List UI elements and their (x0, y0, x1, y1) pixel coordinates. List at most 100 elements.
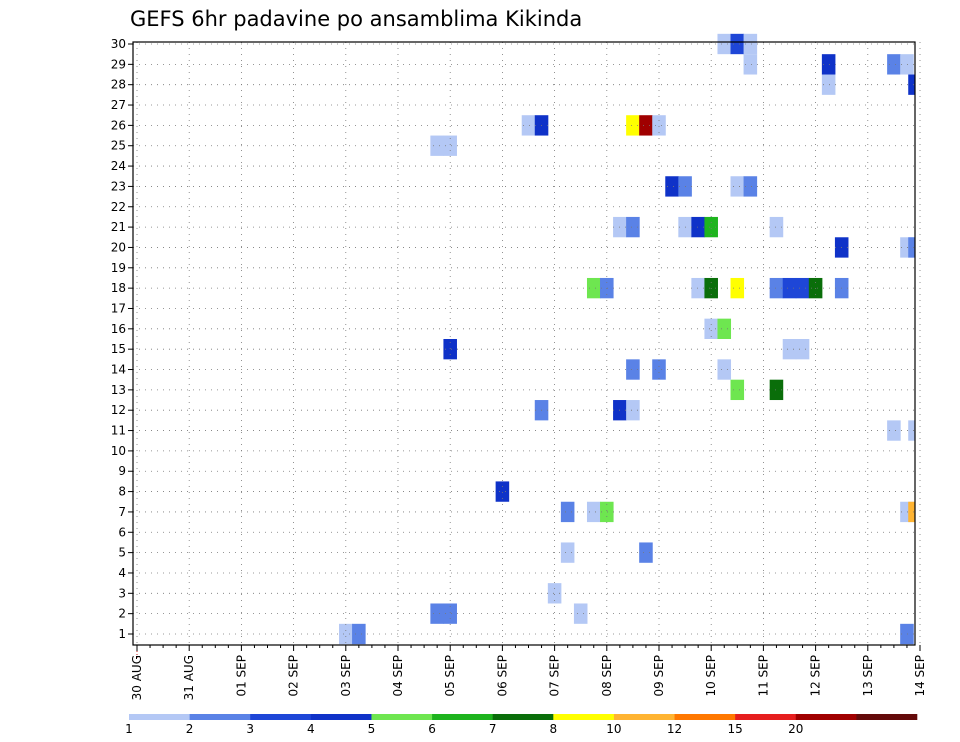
precip-cell (443, 603, 457, 624)
precip-cell (626, 216, 640, 238)
colorbar-label: 8 (549, 722, 557, 736)
y-tick-label: 22 (111, 200, 126, 214)
y-tick-label: 12 (111, 403, 126, 417)
plot-frame (132, 41, 916, 646)
precip-cell (586, 501, 601, 523)
precip-cell (443, 135, 457, 156)
precip-cell (639, 542, 653, 563)
x-tick-label: 04 SEP (391, 655, 405, 697)
colorbar-swatch (674, 714, 736, 720)
colorbar-swatch (795, 714, 857, 720)
y-tick-label: 19 (111, 261, 126, 275)
precip-cell (769, 216, 784, 238)
colorbar-label: 20 (788, 722, 803, 736)
precip-cell (782, 339, 797, 360)
y-tick-label: 7 (118, 505, 126, 519)
precip-cell (547, 583, 562, 604)
colorbar-label: 2 (186, 722, 194, 736)
x-tick-label: 01 SEP (234, 655, 248, 697)
precip-cell (730, 277, 745, 299)
y-tick-label: 25 (111, 139, 126, 153)
colorbar-swatch (371, 714, 433, 720)
colorbar-swatch (735, 714, 797, 720)
x-tick-label: 30 AUG (130, 655, 144, 700)
precip-cell (795, 277, 810, 299)
x-tick-label: 09 SEP (652, 655, 666, 697)
precip-cell (769, 277, 784, 299)
y-tick-label: 1 (118, 627, 126, 641)
grid (133, 42, 921, 660)
precip-cell (821, 74, 836, 95)
colorbar: 1 2 3 4 5 6 7 8 10 12 15 20 (125, 714, 918, 736)
y-tick-label: 3 (118, 586, 126, 600)
colorbar-label: 1 (125, 722, 133, 736)
y-tick-label: 2 (118, 607, 126, 621)
colorbar-swatch (250, 714, 312, 720)
y-tick-label: 24 (111, 159, 126, 173)
precip-cell (443, 339, 457, 360)
colorbar-swatch (492, 714, 554, 720)
colorbar-label: 5 (368, 722, 376, 736)
precip-cell (769, 379, 784, 401)
x-tick-label: 07 SEP (548, 655, 562, 697)
precip-cell (560, 501, 575, 523)
colorbar-swatch (432, 714, 493, 720)
precip-cell (430, 135, 444, 156)
precip-cell (908, 237, 915, 258)
precip-cell (639, 115, 653, 136)
y-tick-label: 28 (111, 78, 126, 92)
y-tick-label: 29 (111, 57, 126, 71)
x-tick-label: 12 SEP (809, 655, 823, 697)
y-tick-label: 21 (111, 220, 126, 234)
precip-cell (560, 542, 575, 563)
colorbar-swatch (856, 714, 918, 720)
colorbar-swatch (129, 714, 190, 720)
precip-cell (730, 379, 745, 401)
y-tick-label: 4 (118, 566, 126, 580)
precip-cell (521, 115, 536, 136)
precip-cell (704, 216, 718, 238)
precip-cell (743, 33, 758, 55)
precip-cell (691, 216, 705, 238)
precip-cell (626, 115, 640, 136)
precip-cell (691, 277, 705, 299)
precip-cell (495, 481, 510, 502)
y-tick-label: 6 (118, 525, 126, 539)
precip-cell (743, 176, 758, 197)
precip-cell (717, 359, 732, 380)
precip-cell (908, 74, 915, 95)
x-tick-label: 14 SEP (913, 655, 927, 697)
colorbar-label: 4 (307, 722, 315, 736)
y-tick-label: 9 (118, 464, 126, 478)
y-tick-label: 23 (111, 179, 126, 193)
y-tick-label: 10 (111, 444, 126, 458)
y-tick-label: 16 (111, 322, 126, 336)
precip-cell (795, 339, 810, 360)
x-tick-label: 11 SEP (756, 655, 770, 697)
colorbar-label: 6 (428, 722, 436, 736)
precip-cell (717, 33, 732, 55)
x-tick-label: 08 SEP (600, 655, 614, 697)
x-tick-label: 31 AUG (182, 655, 196, 700)
y-tick-label: 17 (111, 301, 126, 315)
colorbar-swatch (310, 714, 372, 720)
precip-cell (887, 420, 901, 441)
colorbar-swatch (189, 714, 251, 720)
x-tick-label: 10 SEP (704, 655, 718, 697)
precip-cell (665, 176, 679, 197)
precip-cell (730, 176, 745, 197)
precip-cell (704, 318, 718, 339)
y-tick-label: 18 (111, 281, 126, 295)
colorbar-swatch (553, 714, 615, 720)
colorbar-label: 3 (246, 722, 254, 736)
colorbar-swatch (613, 714, 675, 720)
precip-cell (821, 54, 836, 75)
y-tick-label: 15 (111, 342, 126, 356)
precip-cell (626, 400, 640, 421)
x-axis: 30 AUG 31 AUG 01 SEP 02 SEP 03 SEP 04 SEP 05 S… (130, 645, 927, 700)
precip-cell (430, 603, 444, 624)
x-tick-label: 03 SEP (339, 655, 353, 697)
x-tick-label: 06 SEP (495, 655, 509, 697)
chart-title: GEFS 6hr padavine po ansamblima Kikinda (130, 7, 582, 31)
